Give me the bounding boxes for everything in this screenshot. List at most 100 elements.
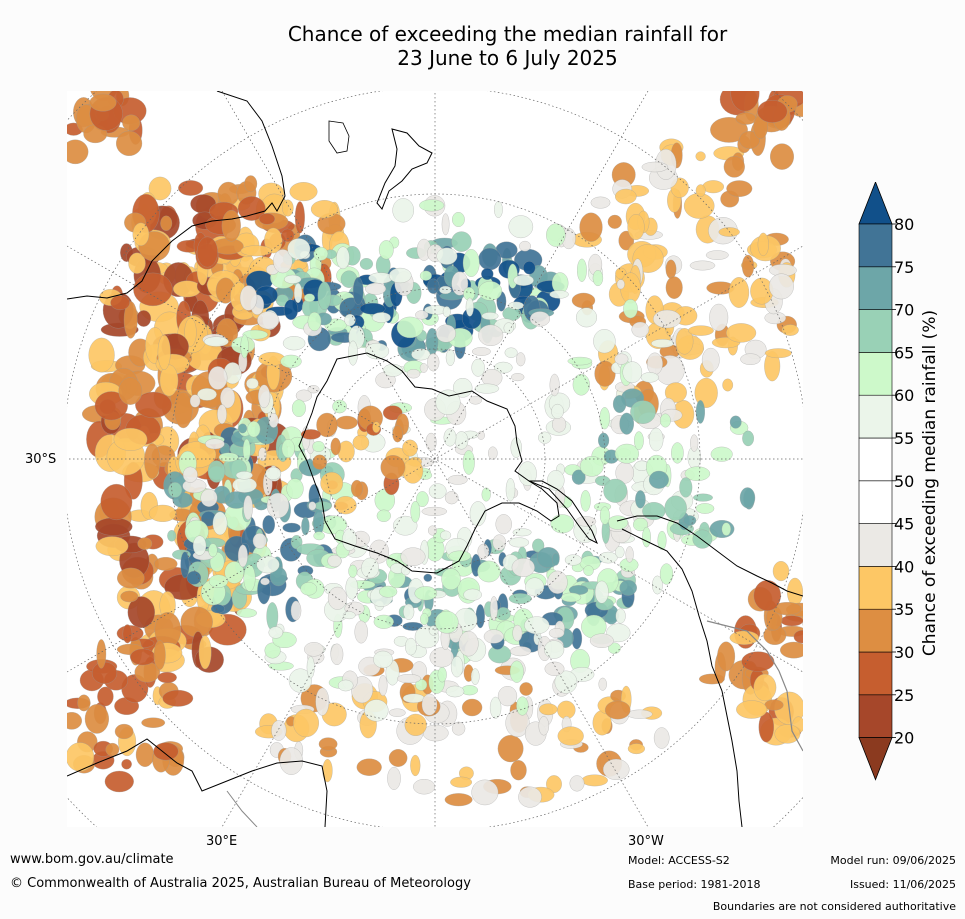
probability-patch (539, 703, 558, 716)
probability-patch (627, 743, 645, 755)
probability-patch (764, 699, 784, 711)
probability-patch (471, 358, 485, 377)
probability-patch (447, 474, 468, 485)
probability-patch (382, 405, 403, 421)
probability-patch (291, 399, 306, 417)
probability-patch (729, 415, 742, 429)
probability-patch (463, 588, 482, 601)
probability-patch (428, 625, 439, 636)
probability-patch (472, 347, 491, 356)
probability-patch (470, 668, 480, 685)
probability-patch (525, 577, 545, 597)
probability-patch (511, 373, 525, 382)
probability-patch (477, 431, 485, 440)
probability-patch (237, 544, 248, 568)
probability-patch (178, 180, 204, 196)
probability-patch (67, 742, 95, 772)
probability-patch (488, 446, 498, 460)
probability-patch (364, 699, 389, 722)
probability-patch (208, 543, 218, 558)
probability-patch (336, 246, 350, 270)
probability-patch (764, 348, 792, 359)
probability-patch (524, 616, 550, 635)
probability-patch (508, 537, 530, 548)
probability-patch (516, 352, 526, 367)
latitude-label-30s: 30°S (25, 452, 57, 467)
probability-patch (512, 624, 523, 642)
probability-patch (571, 292, 596, 309)
probability-patch (772, 561, 790, 582)
probability-patch (710, 117, 748, 143)
probability-patch (137, 537, 153, 550)
probability-patch (94, 391, 128, 421)
probability-patch (497, 735, 524, 763)
probability-patch (167, 530, 177, 542)
probability-patch (247, 421, 261, 438)
probability-patch (348, 564, 358, 578)
probability-patch (312, 454, 327, 470)
probability-patch (452, 212, 465, 227)
probability-patch (392, 198, 414, 223)
probability-patch (89, 93, 117, 112)
probability-patch (695, 184, 706, 197)
probability-patch (560, 592, 582, 603)
probability-patch (174, 391, 193, 429)
probability-patch (415, 310, 429, 320)
probability-patch (684, 466, 711, 481)
probability-patch (173, 280, 202, 298)
probability-patch (615, 188, 637, 205)
probability-patch (388, 267, 412, 284)
probability-patch (631, 321, 650, 338)
probability-patch (599, 506, 610, 525)
probability-patch (293, 282, 303, 304)
colorbar-band (858, 309, 893, 353)
probability-patch (695, 151, 706, 162)
probability-patch (735, 112, 757, 125)
probability-patch (273, 249, 293, 274)
probability-patch (458, 631, 479, 657)
probability-patch (388, 749, 408, 767)
colorbar-extend-low (858, 737, 893, 781)
probability-patch (614, 443, 639, 464)
probability-patch (342, 611, 356, 620)
probability-patch (445, 685, 465, 698)
disclaimer-text: Boundaries are not considered authoritat… (712, 900, 956, 913)
probability-patch (552, 553, 560, 566)
colorbar-band (858, 437, 893, 482)
probability-patch (67, 139, 89, 165)
probability-patch (626, 709, 653, 719)
probability-patch (428, 525, 437, 536)
probability-patch (337, 679, 354, 692)
website-link[interactable]: www.bom.gov.au/climate (10, 852, 174, 867)
probability-patch (577, 258, 587, 282)
probability-patch (224, 561, 245, 584)
probability-patch (332, 399, 347, 414)
probability-patch (510, 646, 532, 657)
probability-patch (612, 395, 627, 413)
probability-patch (365, 282, 387, 295)
probability-patch (579, 456, 604, 477)
probability-patch (130, 648, 156, 666)
probability-patch (547, 470, 565, 491)
colorbar-title: Chance of exceeding median rainfall (%) (920, 309, 940, 657)
probability-patch (564, 554, 582, 566)
colorbar-tick-label: 20 (894, 729, 914, 748)
probability-patch (280, 228, 295, 242)
probability-patch (236, 608, 257, 618)
probability-patch (67, 712, 82, 730)
probability-patch (379, 585, 398, 598)
probability-patch (359, 258, 373, 270)
colorbar-tick-label: 60 (894, 386, 914, 405)
probability-patch (453, 378, 473, 398)
probability-patch (478, 281, 503, 301)
probability-patch (320, 471, 344, 495)
probability-patch (683, 193, 715, 219)
probability-patch (469, 395, 482, 405)
probability-patch (489, 596, 498, 621)
probability-patch (196, 236, 218, 268)
probability-patch (436, 324, 456, 343)
probability-patch (330, 437, 341, 456)
probability-patch (422, 724, 449, 742)
probability-patch (387, 766, 401, 790)
probability-patch (683, 515, 697, 526)
